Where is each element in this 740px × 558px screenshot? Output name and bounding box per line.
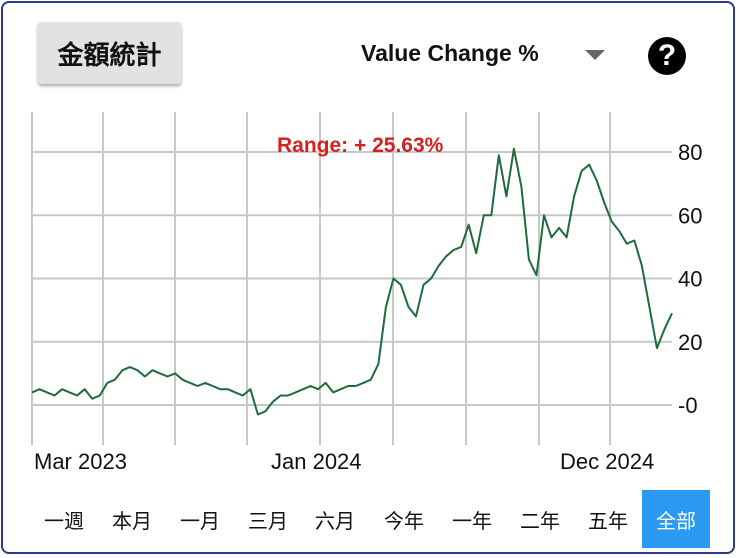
range-button-label: 二年	[520, 508, 560, 533]
metric-dropdown-label: Value Change %	[361, 40, 539, 66]
x-tick-label: Mar 2023	[34, 449, 127, 474]
range-button[interactable]: 五年	[574, 490, 642, 548]
range-button[interactable]: 一月	[166, 490, 234, 548]
metric-dropdown[interactable]: Value Change %	[361, 40, 539, 67]
range-annotation: Range: + 25.63%	[277, 134, 444, 157]
series-line	[31, 147, 673, 416]
range-button[interactable]: 本月	[98, 490, 166, 548]
y-tick-label: 40	[678, 267, 702, 292]
range-button[interactable]: 三月	[234, 490, 302, 548]
range-button[interactable]: 一年	[438, 490, 506, 548]
x-axis-ticks: Mar 2023 Jan 2024 Dec 2024	[34, 449, 654, 474]
range-button-label: 一年	[452, 508, 492, 533]
range-button-label: 一週	[44, 508, 84, 533]
range-button[interactable]: 全部	[642, 490, 710, 548]
range-button[interactable]: 六月	[301, 490, 369, 548]
chart-grid	[31, 112, 672, 445]
help-icon[interactable]: ?	[648, 37, 686, 75]
range-button-label: 一月	[180, 508, 220, 533]
range-button-label: 六月	[315, 508, 355, 533]
y-tick-label: 80	[678, 140, 702, 165]
range-button-label: 全部	[656, 508, 696, 533]
range-button-label: 今年	[384, 508, 424, 533]
range-button-label: 三月	[248, 508, 288, 533]
range-button-label: 五年	[588, 508, 628, 533]
y-axis-ticks: 80 60 40 20 -0	[678, 140, 702, 418]
range-button[interactable]: 二年	[506, 490, 574, 548]
amount-stats-button[interactable]: 金額統計	[38, 22, 181, 84]
x-tick-label: Jan 2024	[271, 449, 362, 474]
y-tick-label: 60	[678, 203, 702, 228]
range-button-label: 本月	[112, 508, 152, 533]
y-tick-label: 20	[678, 330, 702, 355]
chevron-down-icon[interactable]	[585, 50, 605, 60]
range-button[interactable]: 一週	[30, 490, 98, 548]
x-tick-label: Dec 2024	[560, 449, 654, 474]
range-button[interactable]: 今年	[370, 490, 438, 548]
y-tick-label: -0	[678, 393, 698, 418]
